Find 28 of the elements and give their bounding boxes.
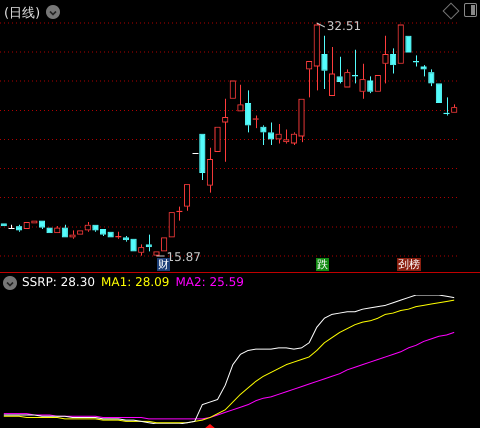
candlestick [245,90,252,133]
text: 刭榜 [397,258,421,271]
candlestick [16,224,22,232]
candlestick [321,35,328,90]
candlestick [428,68,434,87]
candlestick [367,76,374,94]
text: 财 [157,258,170,271]
text: MA2: 25.59 [175,275,244,289]
candlestick [260,124,266,146]
candlestick [100,228,106,236]
candlestick [314,22,320,91]
candlestick [184,184,190,212]
candlestick [199,134,206,180]
text: MA1: 28.09 [101,275,170,289]
candlestick [69,230,76,240]
text: 跌 [316,258,329,271]
candlestick [360,63,366,100]
chart-title: (日线) [4,5,40,22]
text: SSRP: 28.30 [22,275,96,289]
candlestick [206,147,213,194]
annotation: 32.51 [326,19,362,34]
candlestick [92,224,98,232]
candlestick [420,64,427,77]
candlestick [336,56,343,84]
candlestick [298,98,305,143]
candlestick [390,48,396,74]
candlestick [328,46,336,96]
candlestick [344,68,350,88]
